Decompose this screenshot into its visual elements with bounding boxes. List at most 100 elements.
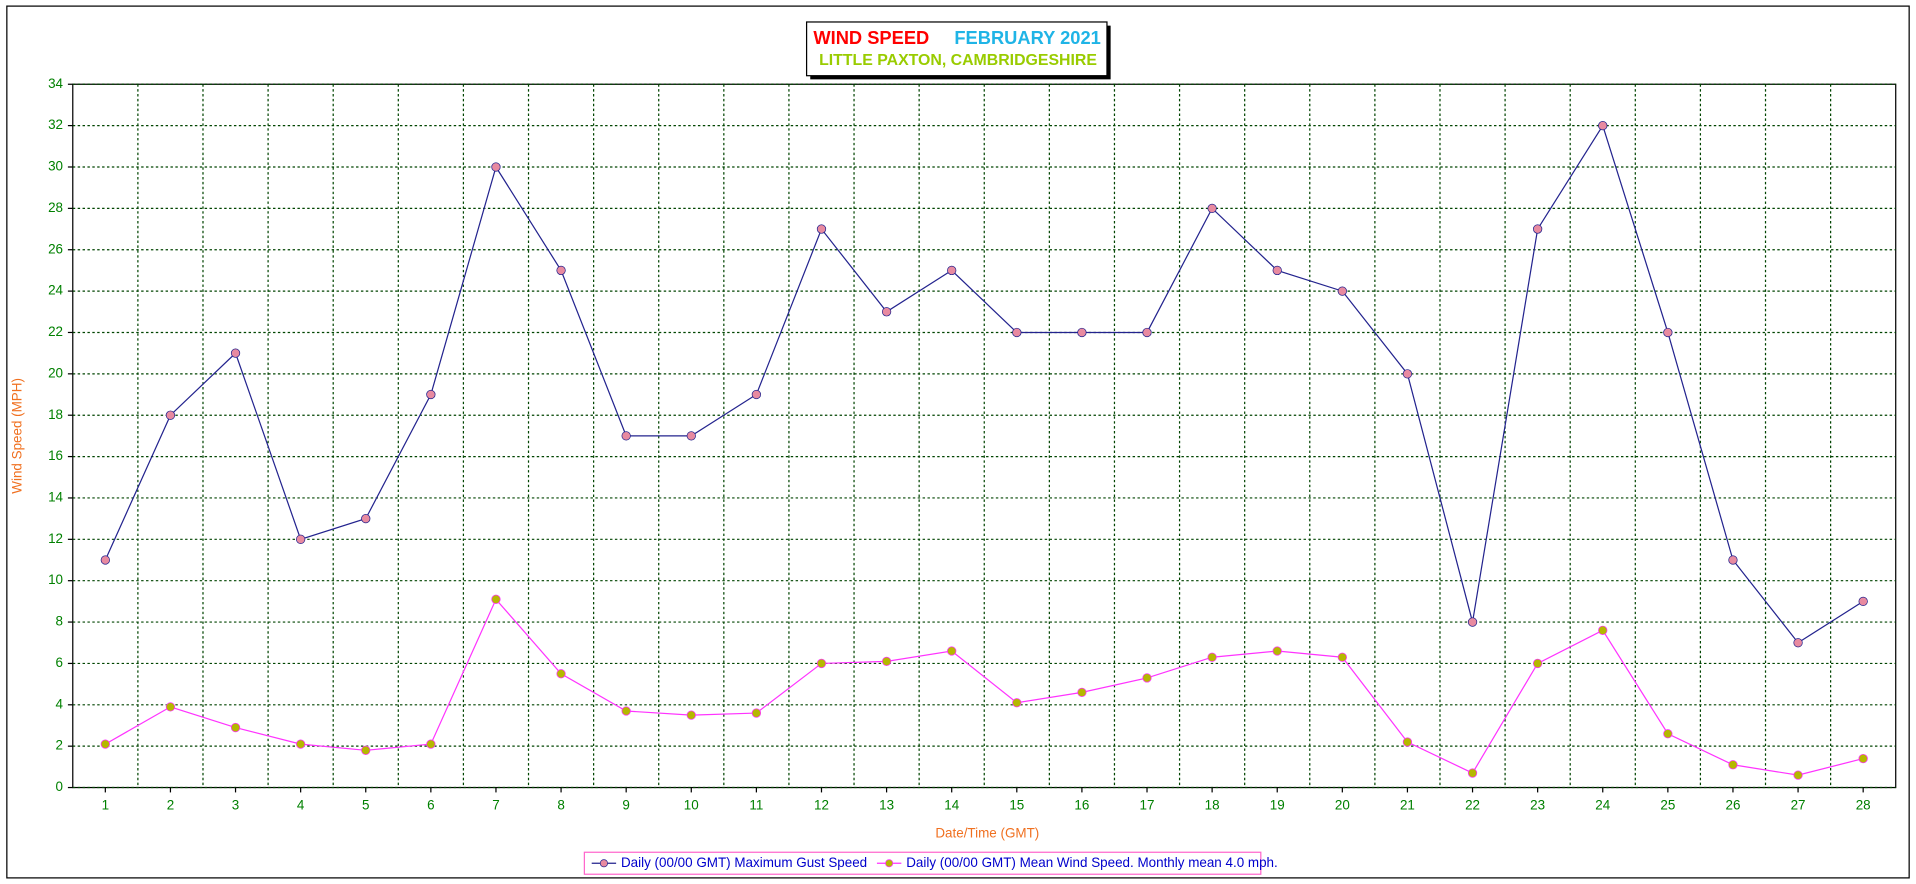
data-point bbox=[1012, 698, 1022, 708]
y-tick-label: 6 bbox=[56, 655, 63, 670]
data-point bbox=[686, 431, 696, 441]
data-point bbox=[361, 745, 371, 755]
x-tick-label: 2 bbox=[167, 797, 174, 812]
data-point bbox=[230, 348, 241, 358]
x-tick-label: 9 bbox=[622, 797, 629, 812]
x-tick-label: 14 bbox=[944, 797, 959, 812]
x-tick-label: 12 bbox=[814, 797, 829, 812]
chart-subtitle: LITTLE PAXTON, CAMBRIDGESHIRE bbox=[819, 52, 1097, 69]
y-tick-label: 16 bbox=[48, 448, 63, 463]
data-point bbox=[947, 265, 957, 276]
y-tick-label: 10 bbox=[48, 572, 63, 587]
x-tick-label: 7 bbox=[492, 797, 499, 812]
y-tick-label: 30 bbox=[48, 159, 63, 174]
data-point bbox=[751, 708, 762, 718]
chart-title: WIND SPEED bbox=[813, 27, 929, 48]
data-point bbox=[1533, 658, 1543, 669]
data-point bbox=[816, 224, 827, 234]
chart-title-period: FEBRUARY 2021 bbox=[954, 27, 1100, 48]
data-point bbox=[1467, 617, 1478, 627]
data-point bbox=[1402, 737, 1413, 747]
data-point bbox=[1077, 327, 1087, 338]
data-point bbox=[1598, 625, 1608, 635]
y-tick-label: 0 bbox=[56, 779, 63, 794]
y-tick-label: 8 bbox=[56, 614, 63, 629]
frame bbox=[6, 5, 1910, 879]
data-point bbox=[165, 702, 176, 712]
data-point bbox=[1663, 729, 1673, 739]
y-tick-label: 12 bbox=[48, 531, 63, 546]
x-tick-label: 28 bbox=[1856, 797, 1871, 812]
data-point bbox=[426, 389, 436, 400]
x-tick-label: 5 bbox=[362, 797, 369, 812]
x-tick-label: 10 bbox=[684, 797, 699, 812]
data-point bbox=[1077, 687, 1087, 698]
x-tick-label: 16 bbox=[1074, 797, 1089, 812]
data-point bbox=[881, 656, 892, 667]
data-point bbox=[1337, 652, 1347, 662]
data-point bbox=[165, 410, 176, 420]
legend-label: Daily (00/00 GMT) Mean Wind Speed. Month… bbox=[906, 855, 1278, 870]
data-point bbox=[947, 646, 957, 656]
x-tick-label: 18 bbox=[1205, 797, 1220, 812]
data-point bbox=[1142, 327, 1152, 338]
data-point bbox=[1858, 596, 1868, 607]
x-tick-label: 26 bbox=[1725, 797, 1740, 812]
data-point bbox=[686, 710, 696, 720]
data-point bbox=[556, 265, 566, 276]
data-point bbox=[1728, 760, 1738, 770]
series-line bbox=[104, 124, 1864, 644]
data-point bbox=[1728, 555, 1738, 565]
legend-label: Daily (00/00 GMT) Maximum Gust Speed bbox=[621, 855, 867, 870]
data-point bbox=[1467, 768, 1478, 778]
x-tick-label: 27 bbox=[1791, 797, 1806, 812]
data-point bbox=[1858, 753, 1868, 764]
y-tick-label: 22 bbox=[48, 324, 63, 339]
y-tick-label: 34 bbox=[48, 76, 63, 91]
y-tick-label: 2 bbox=[56, 738, 63, 753]
data-point bbox=[1012, 327, 1022, 338]
legend-box bbox=[583, 851, 1262, 875]
y-tick-label: 20 bbox=[48, 365, 63, 380]
data-point bbox=[556, 669, 566, 679]
data-point bbox=[1207, 203, 1217, 213]
y-tick-label: 28 bbox=[48, 200, 63, 215]
x-tick-label: 11 bbox=[749, 797, 763, 812]
x-tick-label: 23 bbox=[1530, 797, 1545, 812]
x-tick-label: 25 bbox=[1660, 797, 1675, 812]
data-point bbox=[1142, 673, 1152, 683]
data-point bbox=[100, 739, 110, 749]
legend-marker bbox=[885, 859, 894, 868]
data-point bbox=[1402, 369, 1413, 379]
x-tick-label: 4 bbox=[297, 797, 305, 812]
y-tick-label: 14 bbox=[48, 489, 63, 504]
data-point bbox=[1793, 638, 1803, 648]
data-point bbox=[816, 658, 827, 669]
data-point bbox=[881, 307, 892, 317]
data-point bbox=[491, 594, 501, 604]
data-point bbox=[1337, 286, 1347, 296]
data-point bbox=[296, 534, 306, 544]
data-point bbox=[230, 722, 241, 733]
data-point bbox=[361, 513, 371, 524]
title-box bbox=[805, 21, 1108, 77]
x-tick-label: 19 bbox=[1270, 797, 1285, 812]
x-axis-label: Date/Time (GMT) bbox=[935, 825, 1039, 840]
y-tick-label: 18 bbox=[48, 407, 63, 422]
x-tick-label: 6 bbox=[427, 797, 434, 812]
data-point bbox=[491, 162, 501, 172]
data-point bbox=[1207, 652, 1217, 662]
data-point bbox=[1533, 224, 1543, 234]
y-tick-label: 26 bbox=[48, 241, 63, 256]
data-point bbox=[1272, 265, 1282, 276]
x-tick-label: 1 bbox=[102, 797, 109, 812]
x-tick-label: 22 bbox=[1465, 797, 1480, 812]
y-axis-label: Wind Speed (MPH) bbox=[9, 378, 24, 494]
y-tick-label: 24 bbox=[48, 283, 63, 298]
data-point bbox=[1663, 327, 1673, 338]
x-tick-label: 3 bbox=[232, 797, 239, 812]
data-point bbox=[426, 739, 436, 749]
series-line bbox=[105, 598, 1864, 776]
data-point bbox=[621, 431, 631, 441]
y-tick-label: 32 bbox=[48, 117, 63, 132]
